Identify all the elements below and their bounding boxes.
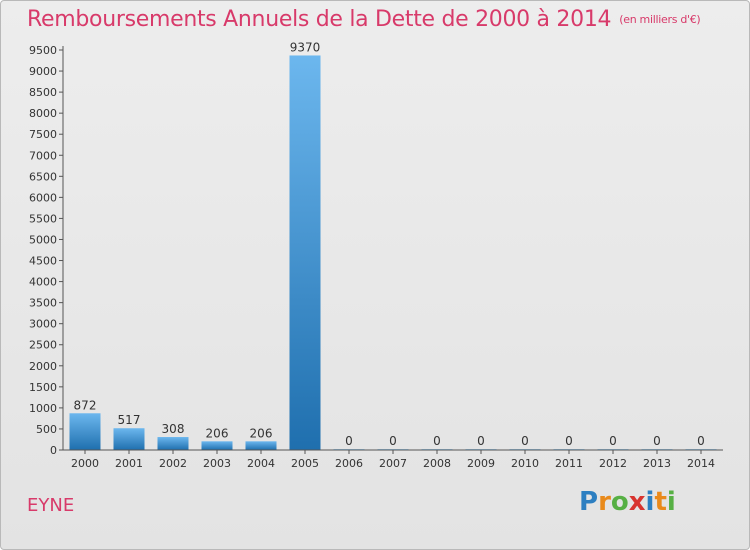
chart-title-text: Remboursements Annuels de la Dette de 20… <box>27 7 612 32</box>
x-tick-label-2014: 2014 <box>687 457 715 470</box>
y-tick-label: 5500 <box>29 212 57 225</box>
bar-value-label-2010: 0 <box>521 434 529 448</box>
logo-letter: x <box>628 487 646 517</box>
x-axis: 2000 2001 2002 2003 2004 2005 2006 2007 2008 2009… <box>63 449 723 470</box>
x-tick-label-2008: 2008 <box>423 457 451 470</box>
unit-note: (en milliers d'€) <box>619 13 701 26</box>
x-tick-label-2002: 2002 <box>159 457 187 470</box>
x-tick-label-2007: 2007 <box>379 457 407 470</box>
y-tick-label: 2500 <box>29 339 57 352</box>
y-tick-label: 500 <box>36 423 57 436</box>
y-tick-label: 1500 <box>29 381 57 394</box>
logo-letter: P <box>579 487 599 517</box>
bar-2000 <box>69 413 101 450</box>
y-tick-label: 3000 <box>29 318 57 331</box>
x-tick-label-2011: 2011 <box>555 457 583 470</box>
x-tick-label-2001: 2001 <box>115 457 143 470</box>
y-tick-label: 6500 <box>29 170 57 183</box>
bar-value-label-2009: 0 <box>477 434 485 448</box>
y-tick-label: 6000 <box>29 191 57 204</box>
y-tick-label: 4500 <box>29 255 57 268</box>
proxiti-logo: Proxiti <box>579 487 676 517</box>
y-tick-label: 2000 <box>29 360 57 373</box>
y-tick-label: 0 <box>50 444 57 457</box>
x-tick-label-2000: 2000 <box>71 457 99 470</box>
logo-letter: r <box>598 487 611 517</box>
bar-2005 <box>289 55 321 450</box>
logo-letter: t <box>654 487 667 517</box>
bar-2004 <box>245 441 277 450</box>
bar-2003 <box>201 441 233 450</box>
bars: 872 517 308 206 206 9370 0 0 0 0 0 0 0 0 0 <box>69 40 717 450</box>
bar-value-label-2000: 872 <box>74 398 97 412</box>
bar-value-label-2014: 0 <box>697 434 705 448</box>
chart-title: Remboursements Annuels de la Dette de 20… <box>27 7 701 32</box>
y-tick-label: 9500 <box>29 44 57 57</box>
x-tick-label-2005: 2005 <box>291 457 319 470</box>
x-tick-label-2003: 2003 <box>203 457 231 470</box>
bar-value-label-2003: 206 <box>206 426 229 440</box>
x-tick-label-2004: 2004 <box>247 457 275 470</box>
bar-value-label-2002: 308 <box>162 422 185 436</box>
bar-value-label-2007: 0 <box>389 434 397 448</box>
x-tick-label-2010: 2010 <box>511 457 539 470</box>
y-tick-label: 4000 <box>29 276 57 289</box>
bar-value-label-2012: 0 <box>609 434 617 448</box>
y-tick-label: 8000 <box>29 107 57 120</box>
y-tick-label: 7500 <box>29 128 57 141</box>
bar-value-label-2011: 0 <box>565 434 573 448</box>
bar-2001 <box>113 428 145 450</box>
y-tick-label: 7000 <box>29 149 57 162</box>
logo-letter: i <box>645 487 655 517</box>
bar-value-label-2004: 206 <box>250 426 273 440</box>
y-tick-label: 5000 <box>29 233 57 246</box>
logo-letter: i <box>666 487 676 517</box>
x-tick-label-2009: 2009 <box>467 457 495 470</box>
commune-name: EYNE <box>27 495 75 516</box>
bar-value-label-2005: 9370 <box>290 40 321 54</box>
bar-value-label-2008: 0 <box>433 434 441 448</box>
x-tick-label-2013: 2013 <box>643 457 671 470</box>
bar-value-label-2001: 517 <box>118 413 141 427</box>
bar-value-label-2013: 0 <box>653 434 661 448</box>
x-tick-label-2012: 2012 <box>599 457 627 470</box>
y-axis: 0 500 1000 1500 2000 2500 3000 3500 4000 4500 5000… <box>29 44 64 457</box>
y-tick-label: 9000 <box>29 65 57 78</box>
logo-letter: o <box>610 487 629 517</box>
y-tick-label: 3500 <box>29 297 57 310</box>
bar-value-label-2006: 0 <box>345 434 353 448</box>
y-tick-label: 1000 <box>29 402 57 415</box>
y-tick-label: 8500 <box>29 86 57 99</box>
bar-2002 <box>157 437 189 450</box>
x-tick-label-2006: 2006 <box>335 457 363 470</box>
